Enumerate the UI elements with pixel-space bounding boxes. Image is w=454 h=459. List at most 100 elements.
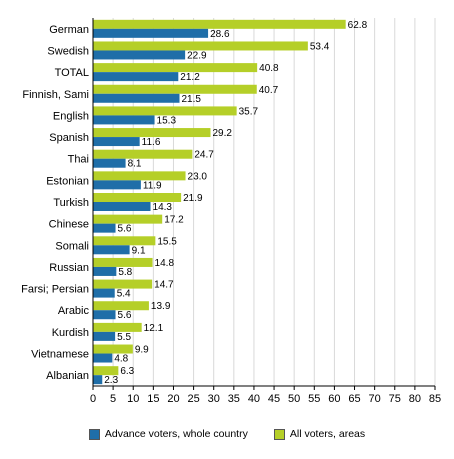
x-tick-label: 15 <box>147 393 159 405</box>
x-tick-label: 75 <box>389 393 401 405</box>
legend-label-advance: Advance voters, whole country <box>104 428 248 440</box>
data-label-advance-voters: 9.1 <box>132 245 146 256</box>
data-label-advance-voters: 21.2 <box>180 72 200 83</box>
x-tick-label: 50 <box>288 393 300 405</box>
data-label-all-voters: 21.9 <box>183 193 203 204</box>
bar-advance-voters <box>93 245 130 255</box>
category-label: Farsi; Persian <box>21 284 89 296</box>
x-tick-label: 20 <box>167 393 179 405</box>
bar-all-voters <box>93 236 156 246</box>
data-label-all-voters: 12.1 <box>144 323 164 334</box>
data-label-all-voters: 13.9 <box>151 301 171 312</box>
category-label: Thai <box>68 154 89 166</box>
category-label: Finnish, Sami <box>22 89 89 101</box>
data-label-advance-voters: 5.8 <box>118 267 132 278</box>
category-label: Turkish <box>53 197 89 209</box>
x-tick-label: 40 <box>248 393 260 405</box>
x-tick-label: 80 <box>409 393 421 405</box>
bar-all-voters <box>93 41 308 51</box>
bar-all-voters <box>93 322 142 332</box>
data-label-advance-voters: 14.3 <box>153 202 173 213</box>
legend: Advance voters, whole country All voters… <box>0 428 454 440</box>
x-tick-label: 85 <box>429 393 441 405</box>
data-label-all-voters: 14.8 <box>155 258 175 269</box>
x-tick-label: 45 <box>268 393 280 405</box>
bar-advance-voters <box>93 115 155 125</box>
x-tick-label: 10 <box>127 393 139 405</box>
bar-advance-voters <box>93 353 113 363</box>
category-label: Kurdish <box>52 327 89 339</box>
data-label-all-voters: 40.8 <box>259 63 279 74</box>
data-label-advance-voters: 11.6 <box>142 137 161 148</box>
bar-all-voters <box>93 279 153 289</box>
category-label: Spanish <box>49 132 89 144</box>
data-label-all-voters: 53.4 <box>310 41 330 52</box>
bar-all-voters <box>93 128 211 138</box>
legend-item-advance: Advance voters, whole country <box>88 428 248 440</box>
x-tick-label: 35 <box>228 393 240 405</box>
data-label-all-voters: 9.9 <box>135 345 149 356</box>
bar-all-voters <box>93 84 257 94</box>
x-tick-label: 65 <box>348 393 360 405</box>
data-label-advance-voters: 11.9 <box>143 180 162 191</box>
category-label: Arabic <box>58 305 90 317</box>
data-label-all-voters: 15.5 <box>157 236 177 247</box>
data-label-all-voters: 24.7 <box>194 150 214 161</box>
data-label-advance-voters: 28.6 <box>210 29 230 40</box>
x-tick-label: 0 <box>90 393 96 405</box>
category-label: Vietnamese <box>31 349 89 361</box>
bar-advance-voters <box>93 310 116 320</box>
category-label: German <box>49 24 89 36</box>
data-label-advance-voters: 22.9 <box>187 50 207 61</box>
bar-all-voters <box>93 63 258 73</box>
bar-advance-voters <box>93 266 117 276</box>
category-label: Chinese <box>49 219 89 231</box>
bar-all-voters <box>93 19 346 29</box>
bar-all-voters <box>93 366 119 376</box>
bar-all-voters <box>93 193 182 202</box>
category-label: Russian <box>49 262 89 274</box>
data-label-advance-voters: 5.5 <box>117 332 131 343</box>
x-tick-label: 55 <box>308 393 320 405</box>
bar-all-voters <box>93 344 133 354</box>
data-label-all-voters: 29.2 <box>212 128 232 139</box>
data-label-all-voters: 35.7 <box>239 106 259 117</box>
bar-advance-voters <box>93 180 141 190</box>
data-label-advance-voters: 5.4 <box>117 289 131 300</box>
bar-advance-voters <box>93 331 116 341</box>
x-tick-label: 60 <box>328 393 340 405</box>
bar-all-voters <box>93 301 149 311</box>
category-label: Estonian <box>46 175 89 187</box>
data-label-advance-voters: 8.1 <box>128 159 142 170</box>
bar-advance-voters <box>93 28 209 38</box>
category-label: Somali <box>55 240 89 252</box>
data-label-advance-voters: 2.3 <box>104 375 118 386</box>
bar-advance-voters <box>93 137 140 147</box>
legend-swatch-advance <box>88 428 100 440</box>
x-tick-label: 30 <box>208 393 220 405</box>
bar-advance-voters <box>93 202 151 211</box>
data-label-all-voters: 23.0 <box>188 171 208 182</box>
x-tick-label: 70 <box>369 393 381 405</box>
bar-advance-voters <box>93 158 126 168</box>
bar-all-voters <box>93 214 163 224</box>
bar-advance-voters <box>93 223 116 233</box>
data-label-advance-voters: 5.6 <box>118 310 132 321</box>
bar-all-voters <box>93 106 237 116</box>
bar-advance-voters <box>93 288 115 298</box>
x-tick-label: 5 <box>110 393 116 405</box>
category-label: Albanian <box>46 370 89 382</box>
category-label: TOTAL <box>55 67 89 79</box>
category-label: Swedish <box>47 45 89 57</box>
bar-advance-voters <box>93 50 186 60</box>
legend-swatch-all <box>273 428 285 440</box>
data-label-all-voters: 40.7 <box>259 85 279 96</box>
data-label-advance-voters: 15.3 <box>157 115 177 126</box>
category-label: English <box>53 110 89 122</box>
data-label-all-voters: 14.7 <box>154 280 174 291</box>
legend-item-all: All voters, areas <box>273 428 365 440</box>
bar-advance-voters <box>93 72 179 82</box>
data-label-all-voters: 62.8 <box>348 20 368 31</box>
data-label-all-voters: 6.3 <box>120 366 134 377</box>
